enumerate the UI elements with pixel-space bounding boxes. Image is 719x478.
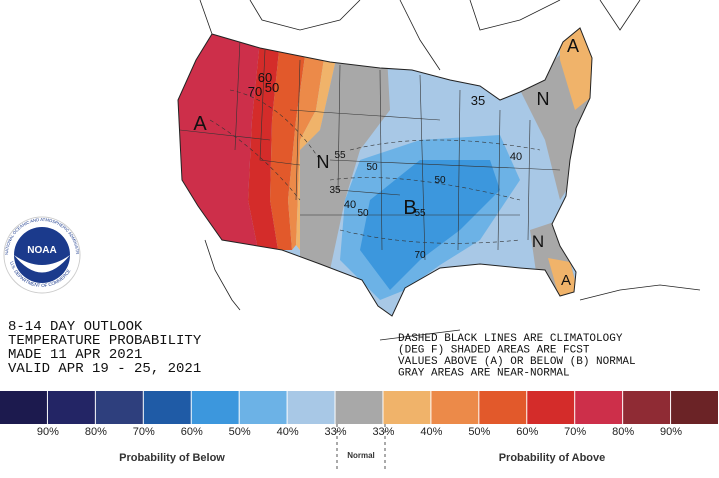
legend-swatch	[335, 391, 383, 424]
legend-swatch	[527, 391, 575, 424]
map-label: 50	[434, 175, 446, 186]
legend-label: 90%	[37, 426, 59, 438]
us-outline	[177, 27, 593, 317]
legend-label: 80%	[612, 426, 634, 438]
title-line: VALID APR 19 - 25, 2021	[8, 361, 201, 377]
legend-swatch	[431, 391, 479, 424]
legend-swatch	[47, 391, 95, 424]
legend-swatch	[239, 391, 287, 424]
shaded-regions	[178, 28, 592, 316]
background-lines	[199, 0, 701, 341]
legend-label: 40%	[277, 426, 299, 438]
map-label: 35	[329, 185, 341, 196]
state-lines	[179, 39, 561, 261]
above-label: Probability of Above	[499, 452, 606, 464]
map-label: N	[537, 89, 550, 109]
legend-swatch	[479, 391, 527, 424]
map-label: A	[561, 272, 571, 289]
logo: NOAA NATIONAL OCEANIC AND ATMOSPHERIC AD…	[0, 0, 81, 294]
note-line: DASHED BLACK LINES ARE CLIMATOLOGY	[398, 333, 623, 345]
map-label: B	[403, 197, 416, 219]
legend-swatch	[191, 391, 239, 424]
legend-swatch	[287, 391, 335, 424]
map-label: A	[193, 113, 207, 135]
legend-label: 70%	[133, 426, 155, 438]
map-label: 60	[258, 70, 272, 85]
map-label: 40	[344, 199, 356, 211]
normal-label: Normal	[347, 451, 375, 460]
map-label: 55	[414, 208, 426, 219]
logo-name: NOAA	[27, 245, 56, 256]
legend-label: 80%	[85, 426, 107, 438]
legend-label: 90%	[660, 426, 682, 438]
note-line: (DEG F) SHADED AREAS ARE FCST	[398, 345, 590, 357]
map-label: 40	[510, 151, 522, 163]
map-label: A	[567, 36, 579, 56]
title-line: MADE 11 APR 2021	[8, 347, 142, 363]
map-label: 50	[265, 80, 279, 95]
legend-swatch	[671, 391, 718, 424]
legend-swatch	[0, 391, 47, 424]
legend-label: 60%	[181, 426, 203, 438]
map-label: 70	[414, 250, 426, 261]
map-label: N	[317, 152, 330, 172]
below-label: Probability of Below	[119, 452, 225, 464]
note-line: VALUES ABOVE (A) OR BELOW (B) NORMAL	[398, 356, 636, 368]
legend-label: 40%	[420, 426, 442, 438]
legend-swatch	[623, 391, 671, 424]
map-label: 70	[248, 84, 262, 99]
map-label: 55	[334, 150, 346, 161]
map-label: 35	[471, 93, 485, 108]
legend-label: 33%	[372, 426, 394, 438]
legend-swatch	[383, 391, 431, 424]
legend-swatch	[575, 391, 623, 424]
legend-label: 70%	[564, 426, 586, 438]
title-line: 8-14 DAY OUTLOOK	[8, 319, 143, 335]
map-label: 50	[357, 208, 369, 219]
legend-label: 50%	[468, 426, 490, 438]
legend-label: 50%	[229, 426, 251, 438]
note-line: GRAY AREAS ARE NEAR-NORMAL	[398, 368, 570, 380]
map-label: N	[532, 232, 544, 251]
legend-swatch	[95, 391, 143, 424]
legend-swatch	[143, 391, 191, 424]
legend-label: 60%	[516, 426, 538, 438]
map-label: 50	[366, 162, 378, 173]
title-line: TEMPERATURE PROBABILITY	[8, 333, 202, 349]
legend-label: 33%	[325, 426, 347, 438]
